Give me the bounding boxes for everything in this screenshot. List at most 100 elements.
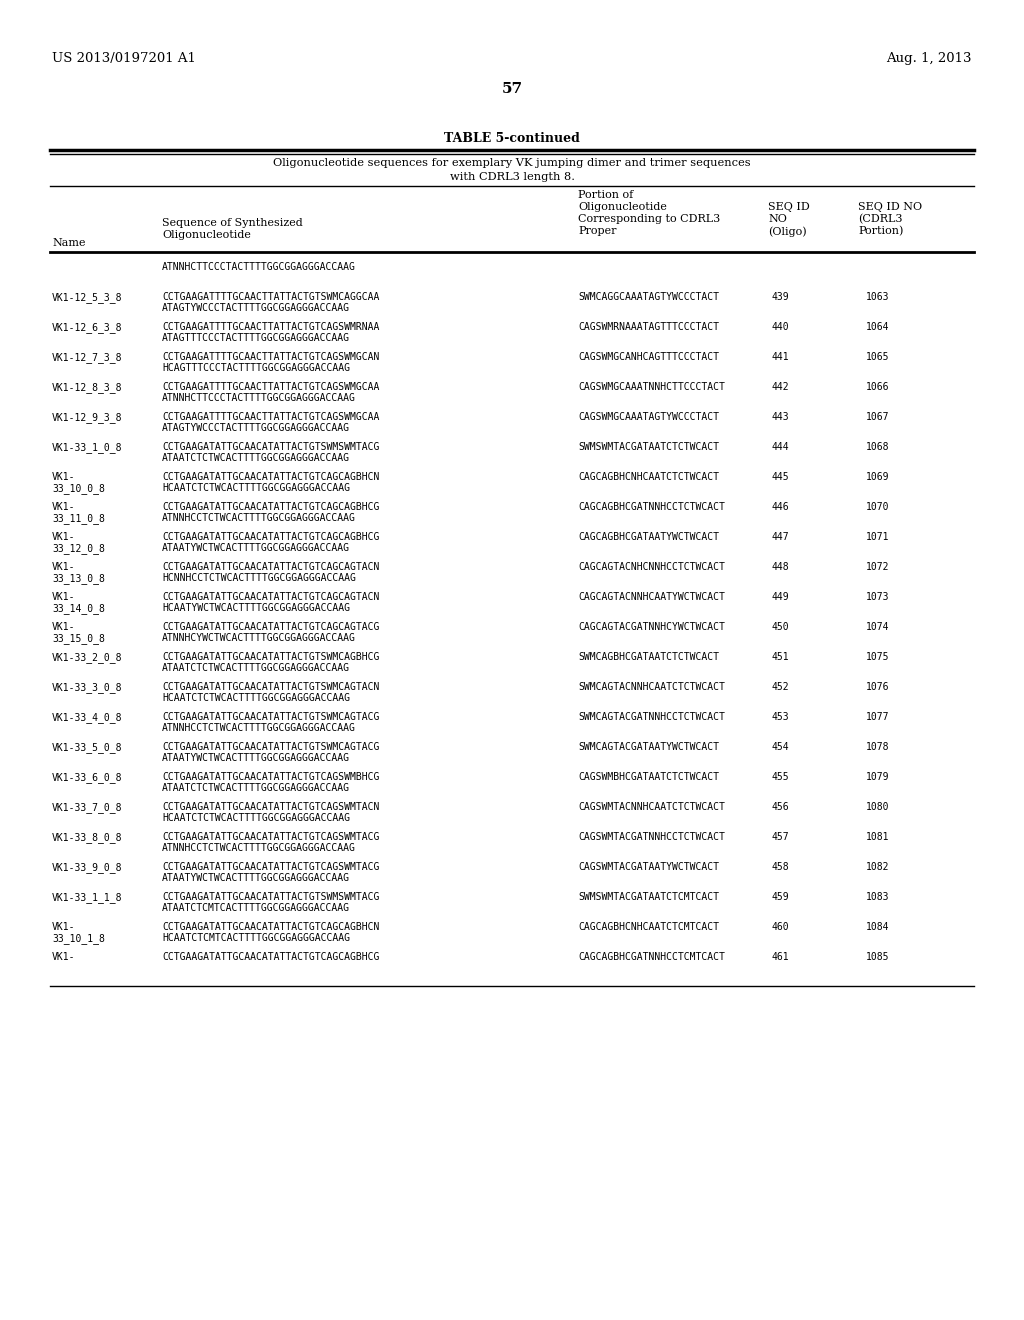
- Text: VK1-12_8_3_8: VK1-12_8_3_8: [52, 381, 123, 393]
- Text: CAGSWMRNAAATAGTTTCCCTACT: CAGSWMRNAAATAGTTTCCCTACT: [578, 322, 719, 333]
- Text: 1082: 1082: [866, 862, 890, 873]
- Text: CCTGAAGATTTTGCAACTTATTACTGTCAGSWMGCAA: CCTGAAGATTTTGCAACTTATTACTGTCAGSWMGCAA: [162, 412, 379, 422]
- Text: 1085: 1085: [866, 952, 890, 962]
- Text: 440: 440: [771, 322, 788, 333]
- Text: CCTGAAGATATTGCAACATATTACTGTCAGCAGBHCN: CCTGAAGATATTGCAACATATTACTGTCAGCAGBHCN: [162, 473, 379, 482]
- Text: VK1-12_7_3_8: VK1-12_7_3_8: [52, 352, 123, 363]
- Text: 442: 442: [771, 381, 788, 392]
- Text: VK1-: VK1-: [52, 921, 76, 932]
- Text: VK1-33_9_0_8: VK1-33_9_0_8: [52, 862, 123, 873]
- Text: CCTGAAGATATTGCAACATATTACTGTCAGSWMBHCG: CCTGAAGATATTGCAACATATTACTGTCAGSWMBHCG: [162, 772, 379, 781]
- Text: HCAATYWCTWCACTTTTGGCGGAGGGACCAAG: HCAATYWCTWCACTTTTGGCGGAGGGACCAAG: [162, 603, 350, 612]
- Text: VK1-: VK1-: [52, 952, 76, 962]
- Text: CAGSWMGCAAATAGTYWCCCTACT: CAGSWMGCAAATAGTYWCCCTACT: [578, 412, 719, 422]
- Text: Portion of: Portion of: [578, 190, 633, 201]
- Text: 1065: 1065: [866, 352, 890, 362]
- Text: HCAATCTCTWCACTTTTGGCGGAGGGACCAAG: HCAATCTCTWCACTTTTGGCGGAGGGACCAAG: [162, 483, 350, 492]
- Text: 33_10_1_8: 33_10_1_8: [52, 933, 104, 944]
- Text: SWMSWMTACGATAATCTCTWCACT: SWMSWMTACGATAATCTCTWCACT: [578, 442, 719, 451]
- Text: NO: NO: [768, 214, 786, 224]
- Text: 1068: 1068: [866, 442, 890, 451]
- Text: 33_15_0_8: 33_15_0_8: [52, 634, 104, 644]
- Text: VK1-33_1_1_8: VK1-33_1_1_8: [52, 892, 123, 903]
- Text: 450: 450: [771, 622, 788, 632]
- Text: CCTGAAGATATTGCAACATATTACTGTCAGCAGBHCG: CCTGAAGATATTGCAACATATTACTGTCAGCAGBHCG: [162, 532, 379, 543]
- Text: 448: 448: [771, 562, 788, 572]
- Text: CCTGAAGATATTGCAACATATTACTGTCAGCAGTACG: CCTGAAGATATTGCAACATATTACTGTCAGCAGTACG: [162, 622, 379, 632]
- Text: VK1-33_3_0_8: VK1-33_3_0_8: [52, 682, 123, 693]
- Text: 446: 446: [771, 502, 788, 512]
- Text: Name: Name: [52, 238, 85, 248]
- Text: (CDRL3: (CDRL3: [858, 214, 902, 224]
- Text: SEQ ID NO: SEQ ID NO: [858, 202, 923, 213]
- Text: CAGCAGTACNNHCAATYWCTWCACT: CAGCAGTACNNHCAATYWCTWCACT: [578, 591, 725, 602]
- Text: 452: 452: [771, 682, 788, 692]
- Text: CAGSWMBHCGATAATCTCTWCACT: CAGSWMBHCGATAATCTCTWCACT: [578, 772, 719, 781]
- Text: 1081: 1081: [866, 832, 890, 842]
- Text: Portion): Portion): [858, 226, 903, 236]
- Text: CCTGAAGATATTGCAACATATTACTGTCAGSWMTACG: CCTGAAGATATTGCAACATATTACTGTCAGSWMTACG: [162, 832, 379, 842]
- Text: SEQ ID: SEQ ID: [768, 202, 810, 213]
- Text: VK1-: VK1-: [52, 562, 76, 572]
- Text: 453: 453: [771, 711, 788, 722]
- Text: VK1-33_4_0_8: VK1-33_4_0_8: [52, 711, 123, 723]
- Text: CAGSWMGCANHCAGTTTCCCTACT: CAGSWMGCANHCAGTTTCCCTACT: [578, 352, 719, 362]
- Text: ATAGTYWCCCTACTTTTGGCGGAGGGACCAAG: ATAGTYWCCCTACTTTTGGCGGAGGGACCAAG: [162, 304, 350, 313]
- Text: VK1-: VK1-: [52, 622, 76, 632]
- Text: 1075: 1075: [866, 652, 890, 663]
- Text: SWMCAGTACNNHCAATCTCTWCACT: SWMCAGTACNNHCAATCTCTWCACT: [578, 682, 725, 692]
- Text: Aug. 1, 2013: Aug. 1, 2013: [887, 51, 972, 65]
- Text: CCTGAAGATATTGCAACATATTACTGTCAGSWMTACN: CCTGAAGATATTGCAACATATTACTGTCAGSWMTACN: [162, 803, 379, 812]
- Text: CAGCAGBHCGATNNHCCTCTWCACT: CAGCAGBHCGATNNHCCTCTWCACT: [578, 502, 725, 512]
- Text: (Oligo): (Oligo): [768, 226, 807, 236]
- Text: HCAATCTCTWCACTTTTGGCGGAGGGACCAAG: HCAATCTCTWCACTTTTGGCGGAGGGACCAAG: [162, 813, 350, 822]
- Text: ATAGTTTCCCTACTTTTGGCGGAGGGACCAAG: ATAGTTTCCCTACTTTTGGCGGAGGGACCAAG: [162, 333, 350, 343]
- Text: Sequence of Synthesized: Sequence of Synthesized: [162, 218, 303, 228]
- Text: CCTGAAGATATTGCAACATATTACTGTCAGCAGBHCG: CCTGAAGATATTGCAACATATTACTGTCAGCAGBHCG: [162, 952, 379, 962]
- Text: CCTGAAGATATTGCAACATATTACTGTCAGCAGTACN: CCTGAAGATATTGCAACATATTACTGTCAGCAGTACN: [162, 591, 379, 602]
- Text: 445: 445: [771, 473, 788, 482]
- Text: 1063: 1063: [866, 292, 890, 302]
- Text: CCTGAAGATATTGCAACATATTACTGTSWMSWMTACG: CCTGAAGATATTGCAACATATTACTGTSWMSWMTACG: [162, 442, 379, 451]
- Text: VK1-: VK1-: [52, 532, 76, 543]
- Text: 1078: 1078: [866, 742, 890, 752]
- Text: CAGCAGBHCGATAATYWCTWCACT: CAGCAGBHCGATAATYWCTWCACT: [578, 532, 719, 543]
- Text: HCAATCTCTWCACTTTTGGCGGAGGGACCAAG: HCAATCTCTWCACTTTTGGCGGAGGGACCAAG: [162, 693, 350, 704]
- Text: CCTGAAGATATTGCAACATATTACTGTCAGSWMTACG: CCTGAAGATATTGCAACATATTACTGTCAGSWMTACG: [162, 862, 379, 873]
- Text: CCTGAAGATTTTGCAACTTATTACTGTCAGSWMGCAN: CCTGAAGATTTTGCAACTTATTACTGTCAGSWMGCAN: [162, 352, 379, 362]
- Text: CCTGAAGATTTTGCAACTTATTACTGTCAGSWMGCAA: CCTGAAGATTTTGCAACTTATTACTGTCAGSWMGCAA: [162, 381, 379, 392]
- Text: VK1-12_6_3_8: VK1-12_6_3_8: [52, 322, 123, 333]
- Text: 1083: 1083: [866, 892, 890, 902]
- Text: 451: 451: [771, 652, 788, 663]
- Text: VK1-: VK1-: [52, 502, 76, 512]
- Text: ATNNHCTTCCCTACTTTTGGCGGAGGGACCAAG: ATNNHCTTCCCTACTTTTGGCGGAGGGACCAAG: [162, 393, 356, 403]
- Text: 459: 459: [771, 892, 788, 902]
- Text: 1076: 1076: [866, 682, 890, 692]
- Text: Oligonucleotide sequences for exemplary VK jumping dimer and trimer sequences: Oligonucleotide sequences for exemplary …: [273, 158, 751, 168]
- Text: HCAATCTCMTCACTTTTGGCGGAGGGACCAAG: HCAATCTCMTCACTTTTGGCGGAGGGACCAAG: [162, 933, 350, 942]
- Text: 443: 443: [771, 412, 788, 422]
- Text: US 2013/0197201 A1: US 2013/0197201 A1: [52, 51, 196, 65]
- Text: ATAATCTCTWCACTTTTGGCGGAGGGACCAAG: ATAATCTCTWCACTTTTGGCGGAGGGACCAAG: [162, 453, 350, 463]
- Text: CCTGAAGATATTGCAACATATTACTGTCAGCAGTACN: CCTGAAGATATTGCAACATATTACTGTCAGCAGTACN: [162, 562, 379, 572]
- Text: 454: 454: [771, 742, 788, 752]
- Text: VK1-33_5_0_8: VK1-33_5_0_8: [52, 742, 123, 752]
- Text: 1067: 1067: [866, 412, 890, 422]
- Text: 447: 447: [771, 532, 788, 543]
- Text: CAGSWMTACGATNNHCCTCTWCACT: CAGSWMTACGATNNHCCTCTWCACT: [578, 832, 725, 842]
- Text: 461: 461: [771, 952, 788, 962]
- Text: 1069: 1069: [866, 473, 890, 482]
- Text: VK1-: VK1-: [52, 473, 76, 482]
- Text: CCTGAAGATATTGCAACATATTACTGTCAGCAGBHCN: CCTGAAGATATTGCAACATATTACTGTCAGCAGBHCN: [162, 921, 379, 932]
- Text: 1080: 1080: [866, 803, 890, 812]
- Text: TABLE 5-continued: TABLE 5-continued: [444, 132, 580, 145]
- Text: VK1-12_5_3_8: VK1-12_5_3_8: [52, 292, 123, 302]
- Text: 458: 458: [771, 862, 788, 873]
- Text: CCTGAAGATTTTGCAACTTATTACTGTSWMCAGGCAA: CCTGAAGATTTTGCAACTTATTACTGTSWMCAGGCAA: [162, 292, 379, 302]
- Text: CCTGAAGATATTGCAACATATTACTGTSWMSWMTACG: CCTGAAGATATTGCAACATATTACTGTSWMSWMTACG: [162, 892, 379, 902]
- Text: SWMSWMTACGATAATCTCMTCACT: SWMSWMTACGATAATCTCMTCACT: [578, 892, 719, 902]
- Text: HCNNHCCTCTWCACTTTTGGCGGAGGGACCAAG: HCNNHCCTCTWCACTTTTGGCGGAGGGACCAAG: [162, 573, 356, 583]
- Text: 1074: 1074: [866, 622, 890, 632]
- Text: 1079: 1079: [866, 772, 890, 781]
- Text: CAGCAGTACGATNNHCYWCTWCACT: CAGCAGTACGATNNHCYWCTWCACT: [578, 622, 725, 632]
